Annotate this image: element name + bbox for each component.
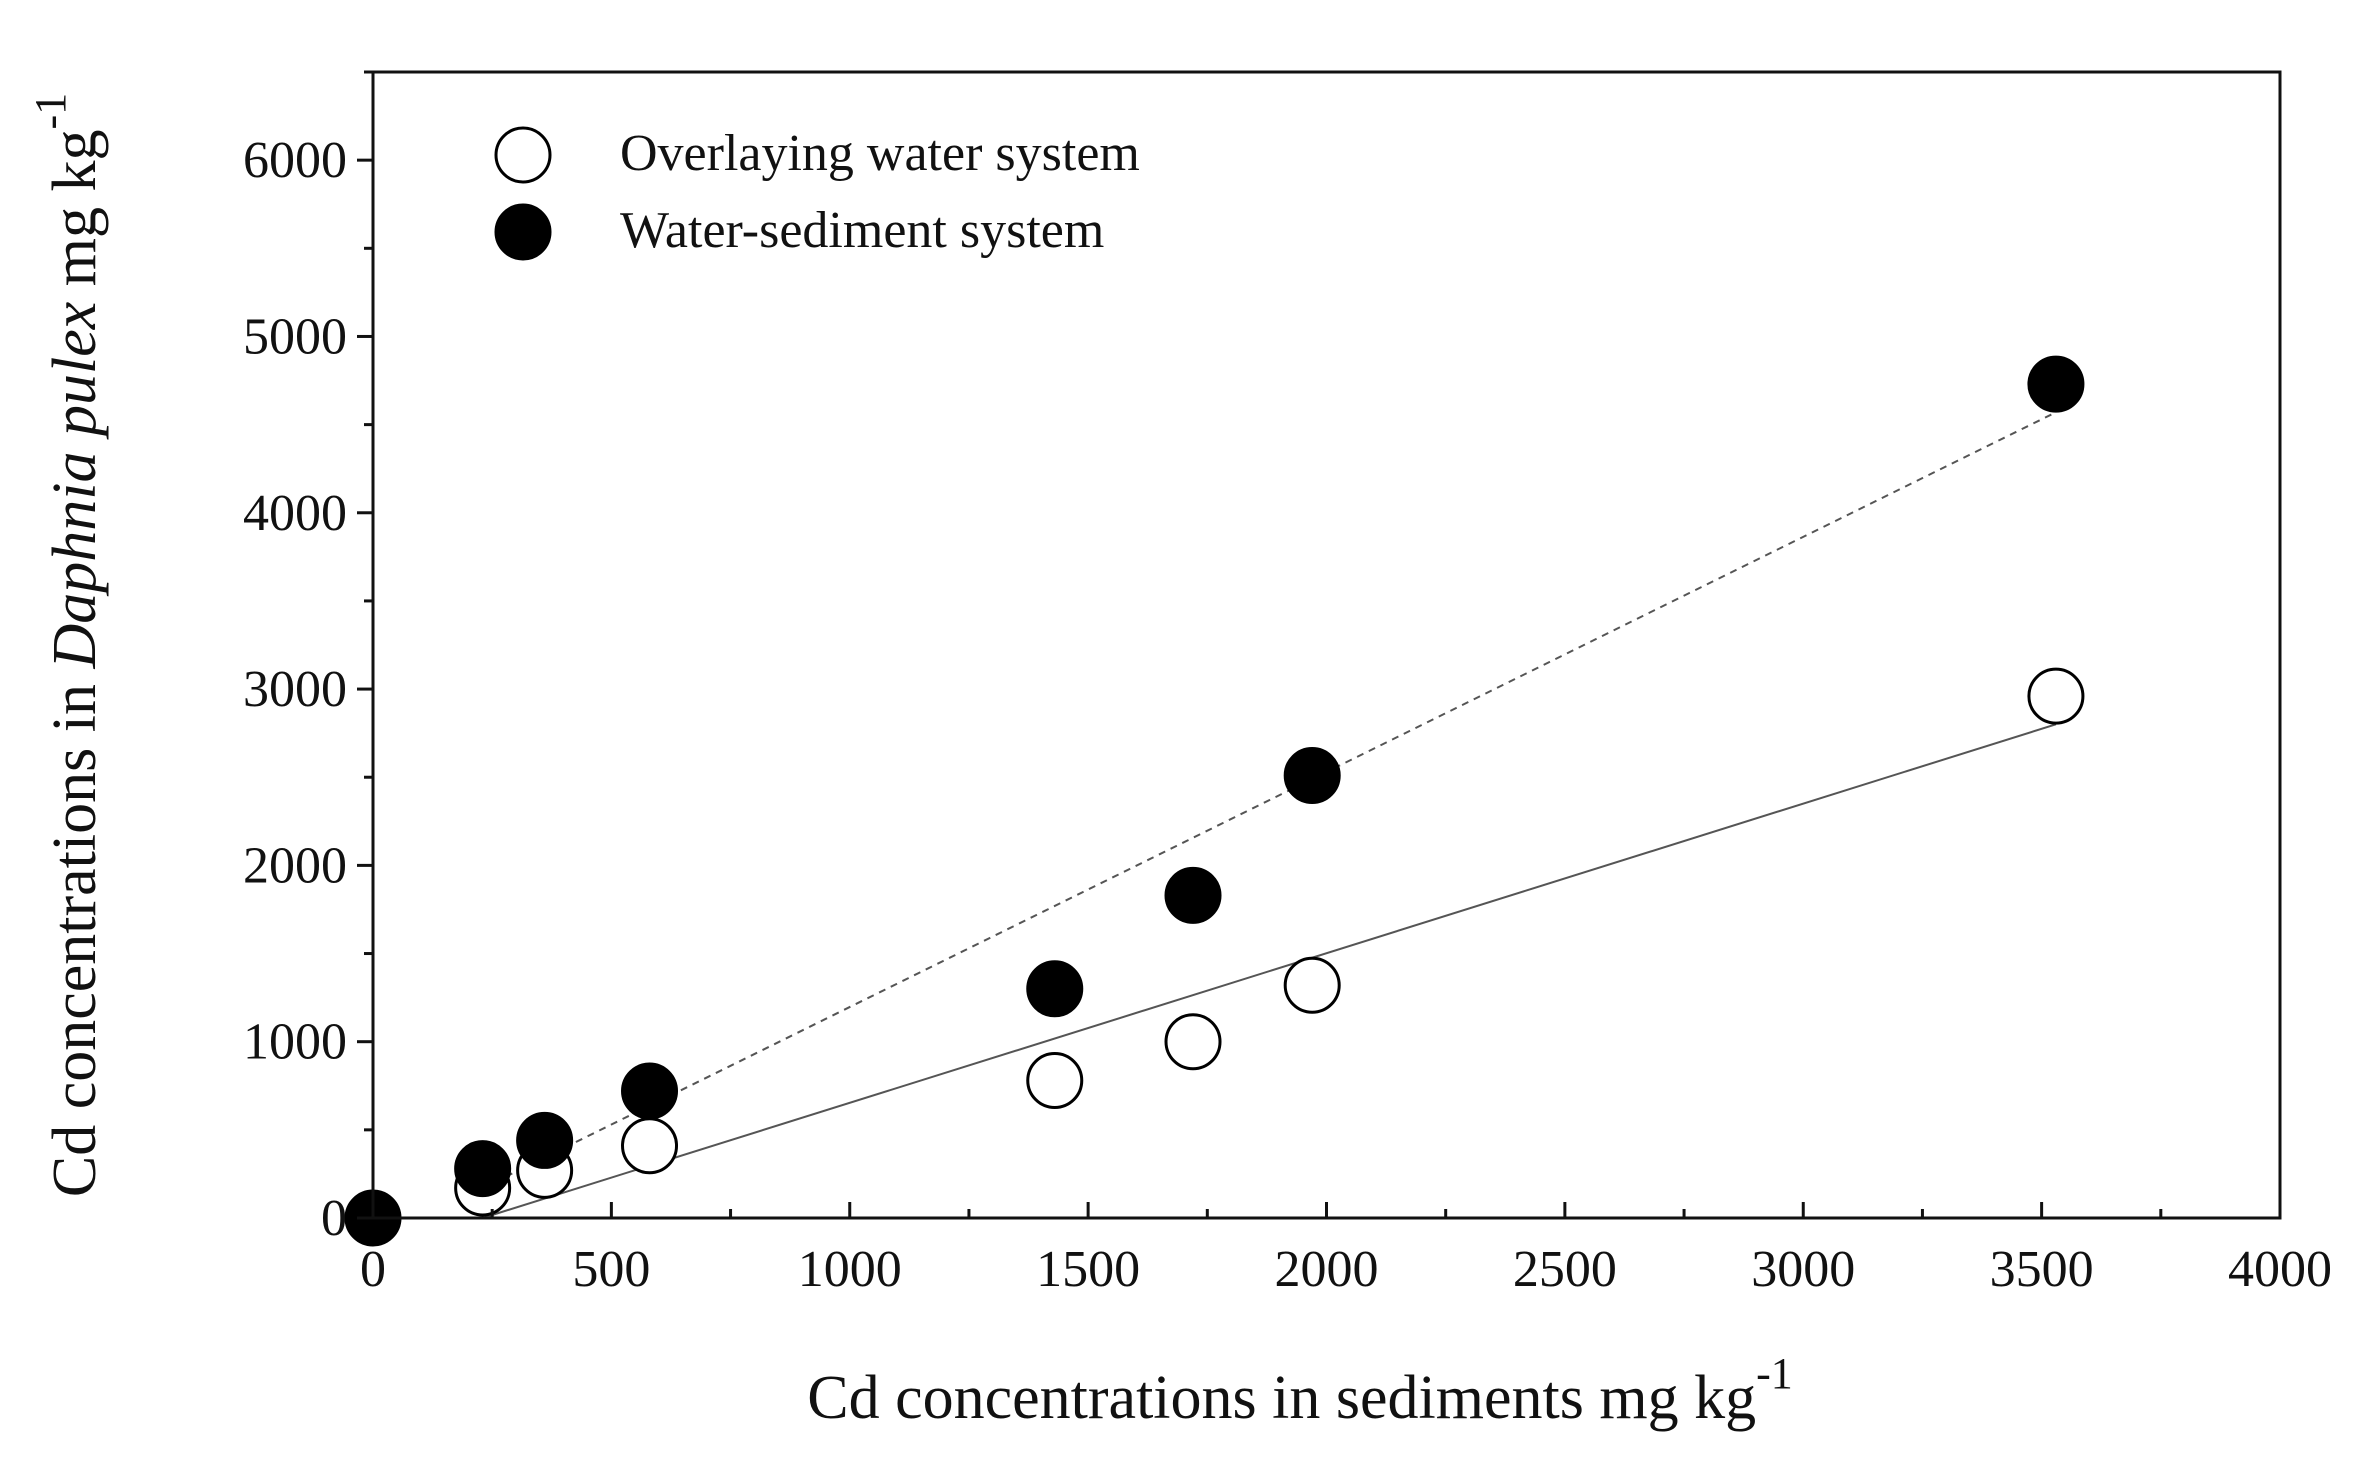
x-axis-title-main: Cd concentrations in sediments mg kg	[807, 1364, 1756, 1432]
x-tick-label: 1000	[798, 1241, 902, 1298]
fit-line-water-sediment	[482, 411, 2057, 1189]
y-axis-title-prefix: Cd concentrations in	[41, 669, 109, 1198]
point-water-sediment	[2027, 355, 2085, 413]
y-tick-label: 5000	[243, 308, 347, 365]
plot-area	[344, 355, 2085, 1247]
point-water-sediment	[1164, 866, 1222, 924]
x-axis-title-sup: -1	[1756, 1349, 1793, 1398]
x-tick-label: 0	[360, 1241, 386, 1298]
point-overlaying-water	[621, 1117, 679, 1175]
x-tick-label: 500	[572, 1241, 650, 1298]
legend-label-water-sediment: Water-sediment system	[620, 202, 1104, 259]
legend-marker-open	[494, 126, 552, 184]
y-tick-label: 4000	[243, 485, 347, 542]
y-tick-label: 3000	[243, 661, 347, 718]
y-axis-title: Cd concentrations in Daphnia pulex mg kg…	[26, 93, 109, 1197]
x-tick-label: 3000	[1751, 1241, 1855, 1298]
y-axis-title-species: Daphnia pulex	[41, 301, 109, 669]
point-water-sediment	[1283, 746, 1341, 804]
legend-label-overlaying: Overlaying water system	[620, 125, 1140, 182]
y-tick-label: 0	[321, 1190, 347, 1247]
point-overlaying-water	[1164, 1013, 1222, 1071]
y-tick-label: 2000	[243, 837, 347, 894]
point-overlaying-water	[1026, 1051, 1084, 1109]
ticks: 0 500 1000 1500 2000 2500 3000 3500 4000 0 1000 200…	[243, 70, 2332, 1298]
legend: Overlaying water system Water-sediment s…	[494, 125, 1140, 261]
point-water-sediment	[1026, 960, 1084, 1018]
x-tick-label: 1500	[1036, 1241, 1140, 1298]
y-axis-title-sup: -1	[26, 93, 75, 130]
point-overlaying-water	[2027, 667, 2085, 725]
legend-marker-filled	[494, 203, 552, 261]
x-tick-label: 3500	[1990, 1241, 2094, 1298]
point-water-sediment	[516, 1111, 574, 1169]
point-water-sediment	[454, 1140, 512, 1198]
point-water-sediment	[621, 1062, 679, 1120]
x-tick-label: 2000	[1275, 1241, 1379, 1298]
x-tick-label: 4000	[2228, 1241, 2332, 1298]
point-overlaying-water	[1283, 956, 1341, 1014]
y-tick-label: 6000	[243, 132, 347, 189]
x-axis-title: Cd concentrations in sediments mg kg-1	[807, 1349, 1792, 1432]
fit-line-overlaying-water	[482, 723, 2057, 1219]
y-tick-label: 1000	[243, 1014, 347, 1071]
y-axis-title-suffix: mg kg	[41, 130, 109, 302]
x-tick-label: 2500	[1513, 1241, 1617, 1298]
